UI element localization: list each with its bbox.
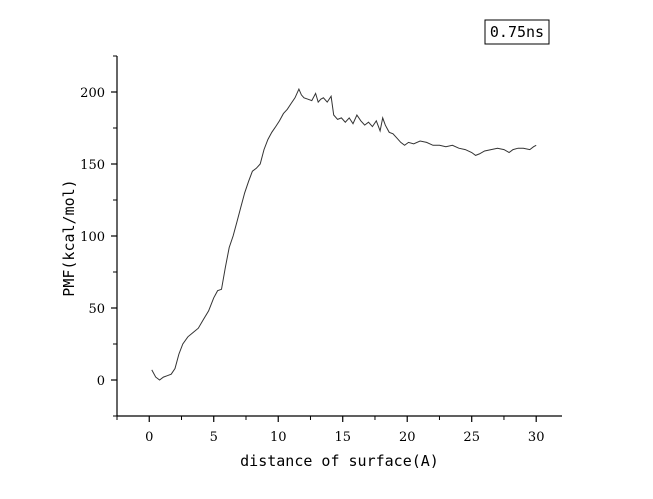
series-line xyxy=(151,87,537,381)
y-tick-label: 150 xyxy=(80,158,105,173)
y-ticks: 0 50 100 150 200 xyxy=(80,55,117,417)
y-tick-label: 100 xyxy=(80,230,105,245)
x-tick-label: 5 xyxy=(210,430,218,445)
legend: 0.75ns xyxy=(484,19,550,45)
y-tick-label: 0 xyxy=(97,374,105,389)
x-tick-label: 10 xyxy=(270,430,287,445)
axes xyxy=(116,56,562,417)
x-tick-label: 0 xyxy=(145,430,153,445)
x-tick-label: 20 xyxy=(399,430,416,445)
x-axis-title: distance of surface(A) xyxy=(240,452,439,470)
legend-box xyxy=(484,19,550,45)
x-tick-label: 30 xyxy=(528,430,545,445)
x-tick-label: 25 xyxy=(463,430,480,445)
legend-label: 0.75ns xyxy=(490,23,544,41)
x-tick-label: 15 xyxy=(334,430,351,445)
y-axis-title: PMF(kcal/mol) xyxy=(60,179,78,296)
x-ticks: 0 5 10 15 20 25 30 xyxy=(116,416,545,445)
y-tick-label: 200 xyxy=(80,86,105,101)
y-tick-label: 50 xyxy=(88,302,105,317)
